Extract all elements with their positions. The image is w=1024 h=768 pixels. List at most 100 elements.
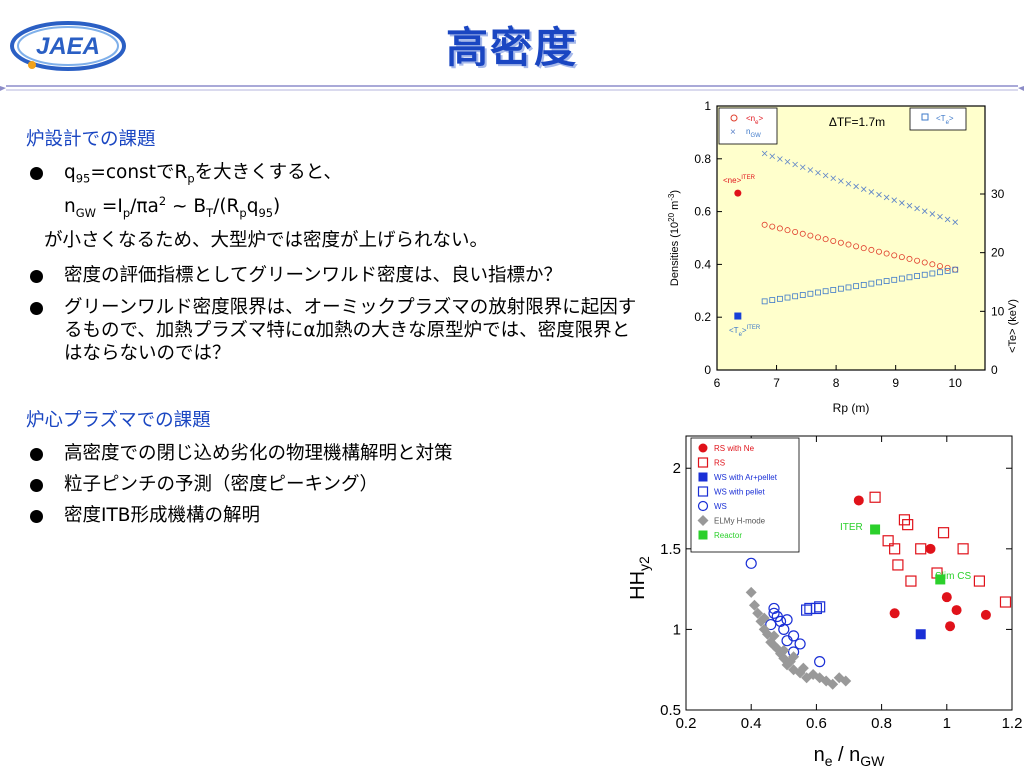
- ngw-point: [937, 213, 943, 220]
- ngw-point: [761, 150, 768, 157]
- y2-axis-label: <Te> (keV): [1007, 299, 1019, 353]
- ne-point: [944, 264, 951, 271]
- te-point: [776, 295, 783, 302]
- bullet-dot: [30, 301, 43, 315]
- text-const: =constでR: [90, 162, 188, 184]
- bullet-greenwald-limit: グリーンワルド密度限界は、オーミックプラズマの放射限界に起因するもので、加熱プラ…: [26, 296, 646, 365]
- data-point: [788, 651, 800, 663]
- annotation-delta-tf: ΔTF=1.7m: [829, 115, 885, 129]
- bullet-greenwald-index: 密度の評価指標としてグリーンワルド密度は、良い指標か？: [26, 264, 646, 287]
- ne-point: [921, 259, 928, 266]
- te-point: [807, 290, 814, 297]
- legend-label-ne: <ne>: [746, 114, 763, 126]
- formula-rp: /(R: [213, 196, 240, 218]
- ne-point: [898, 254, 905, 261]
- te-point: [921, 271, 928, 278]
- y-tick-label: 0.4: [694, 257, 711, 271]
- bullet-text: 密度の評価指標としてグリーンワルド密度は、良い指標か？: [64, 265, 563, 287]
- formula-q-sub: 95: [258, 205, 274, 220]
- x-tick-label: 10: [949, 376, 963, 390]
- data-point: [778, 623, 790, 636]
- te-point: [944, 268, 951, 274]
- legend-label: Reactor: [714, 531, 742, 540]
- y-tick-label: 1.5: [660, 541, 681, 558]
- data-point: [905, 575, 917, 587]
- ngw-point: [807, 167, 814, 173]
- data-point: [771, 643, 783, 655]
- ngw-point: [792, 161, 798, 168]
- text-q: q: [64, 162, 76, 184]
- data-point: [814, 656, 826, 668]
- data-point: [957, 543, 969, 555]
- te-point: [898, 275, 905, 282]
- data-point: [889, 608, 900, 619]
- formula-eq: =I: [95, 196, 123, 218]
- logo-ring-inner: [17, 26, 119, 66]
- te-point: [906, 274, 913, 281]
- data-point: [882, 535, 894, 547]
- ngw-point: [891, 197, 898, 203]
- legend-box: [690, 437, 800, 553]
- data-point: [902, 519, 914, 531]
- x-tick-label: 0.8: [871, 715, 892, 732]
- ngw-point: [906, 202, 913, 209]
- data-point: [889, 543, 901, 555]
- data-point: [765, 618, 777, 631]
- te-point: [845, 284, 852, 291]
- ngw-point: [822, 172, 829, 179]
- y-axis-label: Densities (1020 m-3): [667, 190, 681, 286]
- y-tick-label: 1: [673, 621, 681, 638]
- data-point: [814, 672, 826, 684]
- greenwald-formula: nGW =Ip/πa2 ~ BT/(Rpq95): [26, 194, 646, 220]
- legend-label: WS: [714, 502, 727, 511]
- ngw-point: [929, 211, 936, 217]
- bullet-dot: [30, 448, 43, 462]
- data-point: [768, 607, 780, 619]
- legend-marker: [698, 443, 708, 453]
- x-tick-label: 6: [714, 376, 721, 390]
- ne-point: [853, 243, 860, 250]
- data-point: [840, 675, 852, 687]
- iter-ne-label: <ne>ITER: [723, 175, 756, 185]
- data-point: [951, 605, 962, 616]
- x-tick-label: 1: [943, 715, 951, 732]
- legend-label-ngw: nGW: [746, 127, 761, 139]
- y-tick-label: 0.2: [694, 310, 711, 324]
- ngw-point: [784, 158, 791, 165]
- legend-label: RS: [714, 459, 725, 468]
- formula-q: q: [246, 196, 259, 218]
- data-point: [935, 574, 946, 585]
- ne-point: [883, 250, 890, 257]
- annotation-slim-cs: Slim CS: [935, 571, 971, 582]
- ngw-point: [868, 189, 875, 195]
- te-point: [937, 269, 943, 276]
- legend-marker: [697, 515, 709, 526]
- data-point: [870, 524, 881, 535]
- logo-dot: [28, 61, 36, 69]
- te-point: [799, 292, 806, 298]
- y-tick-label: 2: [673, 460, 681, 477]
- legend-box-left: [718, 107, 778, 145]
- te-point: [830, 287, 837, 293]
- data-point: [745, 586, 757, 598]
- te-point: [914, 273, 921, 279]
- ngw-point: [777, 156, 783, 162]
- data-point: [762, 628, 773, 640]
- iter-ne-point: [734, 189, 742, 197]
- x-tick-label: 7: [773, 376, 780, 390]
- te-point: [815, 289, 821, 296]
- y-tick-label: 0: [704, 363, 711, 377]
- te-point: [868, 280, 875, 287]
- data-point: [892, 559, 904, 571]
- legend-marker: [698, 530, 708, 540]
- ne-point: [830, 237, 837, 244]
- x-tick-label: 0.6: [806, 715, 827, 732]
- data-point: [999, 596, 1012, 608]
- data-point: [797, 662, 809, 674]
- formula-pi: /πa: [130, 196, 159, 218]
- ngw-point: [921, 208, 928, 214]
- ngw-point: [899, 200, 905, 206]
- bullet-text: 高密度での閉じ込め劣化の物理機構解明と対策: [64, 443, 453, 465]
- te-point: [837, 285, 844, 292]
